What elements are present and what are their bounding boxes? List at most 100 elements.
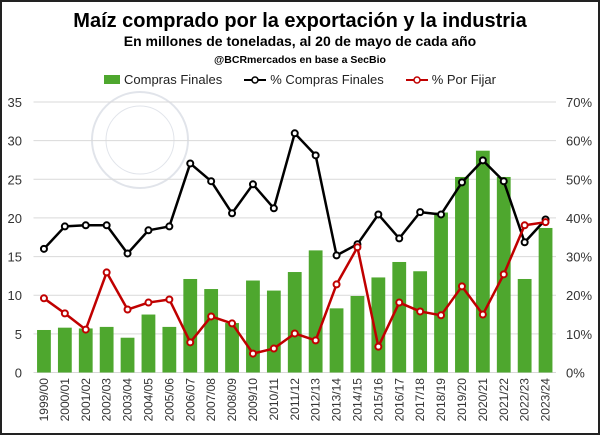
x-tick-label: 2000/01 bbox=[58, 378, 72, 422]
x-tick-label: 2003/04 bbox=[121, 378, 135, 422]
point-1-2003/04 bbox=[123, 249, 132, 258]
bar-2014/15 bbox=[350, 295, 365, 373]
bar-2015/16 bbox=[371, 277, 386, 373]
point-1-2001/02 bbox=[81, 221, 90, 230]
point-1-2020/21 bbox=[478, 156, 487, 165]
x-tick-label: 2013/14 bbox=[330, 378, 344, 422]
bar-2023/24 bbox=[538, 227, 553, 373]
bar-2020/21 bbox=[475, 150, 490, 373]
bar-2008/09 bbox=[225, 323, 239, 373]
point-1-2013/14 bbox=[332, 251, 341, 260]
bar-2000/01 bbox=[57, 327, 72, 373]
point-2-2014/15 bbox=[353, 243, 362, 252]
point-2-1999/00 bbox=[39, 294, 48, 303]
legend-swatch-line bbox=[244, 75, 267, 84]
series-line-1 bbox=[43, 132, 547, 257]
point-1-1999/00 bbox=[39, 244, 48, 253]
bar-2022/23 bbox=[517, 278, 532, 373]
point-2-2010/11 bbox=[269, 344, 278, 353]
y-tick-label: 15 bbox=[8, 250, 22, 265]
x-tick-label: 2001/02 bbox=[79, 378, 93, 422]
x-tick-label: 2009/10 bbox=[246, 378, 260, 422]
point-1-2000/01 bbox=[60, 222, 69, 231]
y2-tick-label: 10% bbox=[566, 327, 592, 342]
x-tick-label: 2017/18 bbox=[413, 378, 427, 422]
x-tick-label: 2023/24 bbox=[539, 378, 553, 422]
point-2-2015/16 bbox=[374, 342, 383, 351]
point-2-2022/23 bbox=[520, 221, 529, 230]
x-tick-label: 2019/20 bbox=[455, 378, 469, 422]
bar-2006/07 bbox=[183, 278, 198, 373]
point-2-2004/05 bbox=[144, 298, 153, 307]
y-tick-label: 20 bbox=[8, 211, 22, 226]
point-2-2020/21 bbox=[478, 310, 487, 319]
watermark-seal bbox=[91, 91, 189, 189]
point-1-2010/11 bbox=[269, 204, 278, 213]
x-tick-label: 2008/09 bbox=[225, 378, 239, 422]
point-2-2006/07 bbox=[186, 338, 195, 347]
point-2-2013/14 bbox=[332, 280, 341, 289]
legend-swatch-line bbox=[405, 75, 428, 84]
bar-2005/06 bbox=[162, 326, 177, 373]
bar-2016/17 bbox=[392, 261, 407, 373]
point-1-2016/17 bbox=[395, 234, 404, 243]
point-1-2009/10 bbox=[248, 180, 257, 189]
legend: Compras Finales % Compras Finales % Por … bbox=[0, 72, 600, 87]
x-tick-label: 1999/00 bbox=[37, 378, 51, 422]
y-tick-label: 10 bbox=[8, 288, 22, 303]
bar-2007/08 bbox=[204, 289, 219, 373]
legend-label: % Por Fijar bbox=[431, 72, 496, 87]
point-1-2019/20 bbox=[457, 178, 466, 187]
bar-2019/20 bbox=[455, 176, 469, 373]
x-tick-label: 2005/06 bbox=[162, 378, 176, 422]
x-tick-label: 2007/08 bbox=[204, 378, 218, 422]
legend-item-pct-por-fijar: % Por Fijar bbox=[405, 72, 496, 87]
point-2-2021/22 bbox=[499, 270, 508, 279]
x-tick-label: 2014/15 bbox=[350, 378, 364, 422]
bar-2002/03 bbox=[99, 326, 114, 373]
point-2-2019/20 bbox=[457, 282, 466, 291]
x-tick-label: 2015/16 bbox=[371, 378, 385, 422]
x-tick-label: 2012/13 bbox=[309, 378, 323, 422]
bar-2004/05 bbox=[141, 314, 156, 373]
legend-item-compras-finales: Compras Finales bbox=[104, 72, 222, 87]
point-1-2002/03 bbox=[102, 221, 111, 230]
point-1-2017/18 bbox=[416, 208, 425, 217]
point-2-2003/04 bbox=[123, 305, 132, 314]
y-tick-label: 0 bbox=[15, 366, 22, 381]
chart-title: Maíz comprado por la exportación y la in… bbox=[73, 10, 527, 32]
point-2-2023/24 bbox=[541, 218, 550, 227]
point-1-2006/07 bbox=[186, 159, 195, 168]
x-tick-label: 2022/23 bbox=[518, 378, 532, 422]
point-2-2000/01 bbox=[60, 309, 69, 318]
x-tick-label: 2004/05 bbox=[141, 378, 155, 422]
point-1-2015/16 bbox=[374, 210, 383, 219]
point-1-2021/22 bbox=[499, 177, 508, 186]
point-2-2002/03 bbox=[102, 268, 111, 277]
bar-2012/13 bbox=[308, 250, 323, 373]
point-2-2005/06 bbox=[165, 295, 174, 304]
x-tick-label: 2018/19 bbox=[434, 378, 448, 422]
point-2-2011/12 bbox=[290, 329, 299, 338]
y2-tick-label: 40% bbox=[566, 211, 592, 226]
x-tick-label: 2010/11 bbox=[267, 378, 281, 421]
point-1-2012/13 bbox=[311, 151, 320, 160]
point-1-2018/19 bbox=[437, 210, 446, 219]
point-1-2022/23 bbox=[520, 238, 529, 247]
point-2-2008/09 bbox=[228, 319, 237, 328]
bar-2001/02 bbox=[78, 328, 93, 373]
legend-item-pct-compras: % Compras Finales bbox=[244, 72, 384, 87]
x-tick-label: 2006/07 bbox=[183, 378, 197, 422]
bar-2009/10 bbox=[246, 280, 260, 373]
y2-tick-label: 20% bbox=[566, 288, 592, 303]
y2-tick-label: 30% bbox=[566, 250, 592, 265]
x-tick-label: 2020/21 bbox=[476, 378, 490, 422]
legend-label: Compras Finales bbox=[124, 72, 223, 87]
point-2-2012/13 bbox=[311, 336, 320, 345]
y-tick-label: 25 bbox=[8, 172, 22, 187]
x-tick-label: 2011/12 bbox=[288, 378, 302, 421]
bar-2011/12 bbox=[287, 272, 302, 373]
bar-2017/18 bbox=[413, 271, 428, 373]
x-tick-label: 2016/17 bbox=[392, 378, 406, 422]
